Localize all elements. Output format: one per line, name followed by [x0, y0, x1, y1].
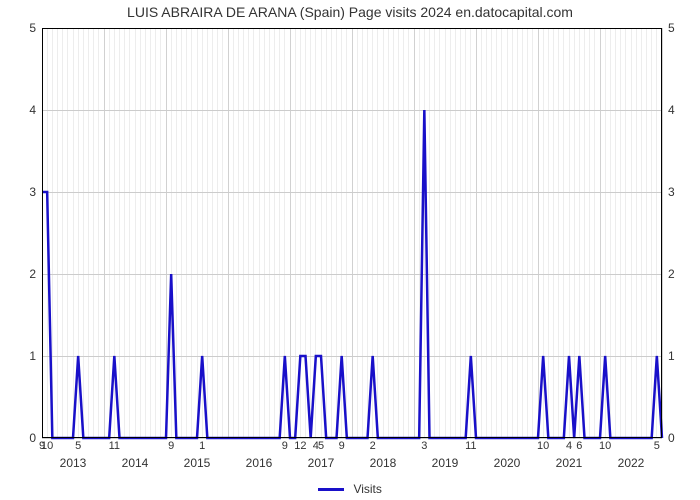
- x-year-label: 2013: [60, 456, 87, 470]
- y-tick-label-right: 5: [668, 21, 675, 35]
- y-tick-label-right: 1: [668, 349, 675, 363]
- y-tick-label: 4: [29, 103, 36, 117]
- x-year-label: 2016: [246, 456, 273, 470]
- x-point-label: 12: [294, 440, 306, 452]
- x-point-label: 9: [282, 440, 288, 452]
- x-point-label: 2: [370, 440, 376, 452]
- y-tick-label: 3: [29, 185, 36, 199]
- chart-title: LUIS ABRAIRA DE ARANA (Spain) Page visit…: [0, 4, 700, 20]
- x-point-label: 5: [654, 440, 660, 452]
- x-point-label: 9: [339, 440, 345, 452]
- x-year-label: 2014: [122, 456, 149, 470]
- legend-label: Visits: [353, 482, 381, 496]
- y-tick-label: 5: [29, 21, 36, 35]
- y-tick-label: 2: [29, 267, 36, 281]
- x-point-label: 11: [465, 440, 476, 452]
- y-tick-label-right: 4: [668, 103, 675, 117]
- x-point-label: 11: [109, 440, 120, 452]
- x-point-label: 10: [41, 440, 53, 452]
- x-year-label: 2018: [370, 456, 397, 470]
- x-year-label: 2022: [618, 456, 645, 470]
- x-year-label: 2015: [184, 456, 211, 470]
- x-point-label: 9: [168, 440, 174, 452]
- legend-swatch: [318, 488, 344, 491]
- x-point-label: 4: [566, 440, 572, 452]
- x-year-label: 2021: [556, 456, 583, 470]
- y-tick-label-right: 3: [668, 185, 675, 199]
- y-tick-label-right: 0: [668, 431, 675, 445]
- legend: Visits: [0, 482, 700, 496]
- chart-stage: LUIS ABRAIRA DE ARANA (Spain) Page visit…: [0, 0, 700, 500]
- y-tick-label-right: 2: [668, 267, 675, 281]
- x-year-label: 2017: [308, 456, 335, 470]
- x-point-label: 5: [318, 440, 324, 452]
- x-point-label: 10: [599, 440, 611, 452]
- x-point-label: 10: [537, 440, 549, 452]
- series-visits: [42, 110, 662, 438]
- series-line-svg: [42, 28, 662, 438]
- x-point-label: 1: [199, 440, 205, 452]
- x-point-label: 6: [576, 440, 582, 452]
- plot-area: 012345 012345 20132014201520162017201820…: [42, 28, 662, 438]
- x-year-label: 2020: [494, 456, 521, 470]
- x-point-label: 3: [421, 440, 427, 452]
- x-point-label: 5: [75, 440, 81, 452]
- x-year-label: 2019: [432, 456, 459, 470]
- y-tick-label: 1: [29, 349, 36, 363]
- y-tick-label: 0: [29, 431, 36, 445]
